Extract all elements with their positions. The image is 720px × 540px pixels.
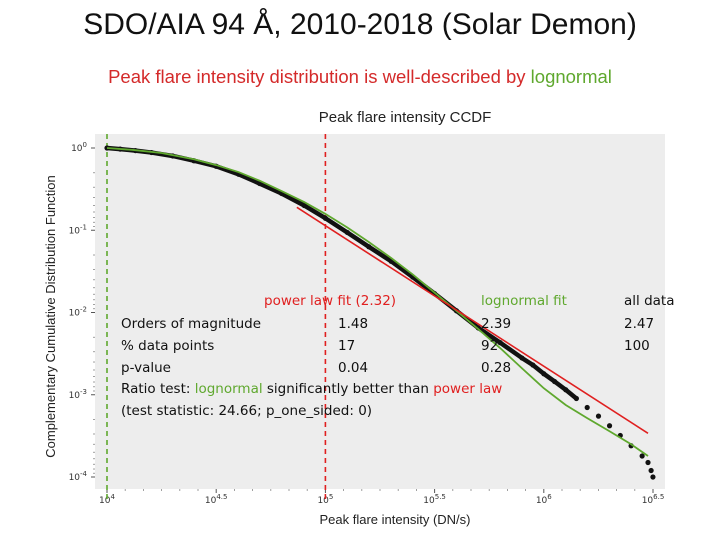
x-tick-label-1: 104.5	[205, 493, 228, 506]
x-axis-label: Peak flare intensity (DN/s)	[320, 512, 471, 527]
powerlaw-fit-line	[296, 206, 649, 434]
all-data-header: all data	[624, 293, 675, 309]
lognormal-fit-line	[106, 147, 649, 457]
y-axis-label: Complementary Cumulative Distribution Fu…	[43, 175, 58, 458]
slide-title: SDO/AIA 94 Å, 2010-2018 (Solar Demon)	[83, 8, 637, 41]
data-point	[648, 467, 654, 474]
chart-title: Peak flare intensity CCDF	[319, 109, 492, 126]
row-pvalue-lognormal: 0.28	[481, 360, 512, 376]
row-orders-lognormal: 2.39	[481, 316, 512, 332]
row-orders-powerlaw: 1.48	[338, 316, 369, 332]
y-tick-label-0: 100	[71, 141, 87, 154]
test-statistic: (test statistic: 24.66; p_one_sided: 0)	[121, 403, 373, 419]
ratio-lognormal: lognormal	[194, 381, 263, 397]
subtitle-highlight: lognormal	[530, 66, 612, 87]
row-orders-all: 2.47	[624, 316, 655, 332]
data-point	[606, 423, 613, 429]
ratio-test: Ratio test: lognormal significantly bett…	[121, 381, 503, 397]
plot-panel	[95, 134, 665, 489]
data-point	[584, 404, 590, 411]
y-tick-label-2: 10-2	[69, 306, 87, 319]
row-label-orders: Orders of magnitude	[121, 316, 262, 332]
powerlaw-header: power law fit (2.32)	[264, 293, 397, 309]
data-point	[645, 459, 651, 466]
x-tick-label-0: 104	[99, 493, 115, 506]
x-tick-label-4: 106	[536, 493, 552, 506]
row-percent-powerlaw: 17	[338, 338, 356, 354]
y-tick-label-3: 10-3	[69, 388, 87, 401]
y-tick-label-1: 10-1	[69, 223, 87, 236]
subtitle-text: Peak flare intensity distribution is wel…	[108, 66, 531, 87]
ccdf-chart: Peak flare intensity CCDF Peak flare inte…	[43, 109, 665, 527]
data-point	[639, 453, 645, 459]
x-tick-label-2: 105	[317, 493, 333, 506]
lognormal-header: lognormal fit	[481, 293, 567, 309]
ratio-prefix: Ratio test:	[121, 381, 195, 397]
row-label-pvalue: p-value	[121, 360, 171, 376]
data-point	[595, 413, 602, 419]
data-band	[106, 145, 578, 401]
x-tick-label-3: 105.5	[423, 493, 446, 506]
ratio-powerlaw: power law	[433, 381, 503, 397]
row-pvalue-powerlaw: 0.04	[338, 360, 369, 376]
row-label-percent: % data points	[121, 338, 215, 354]
row-percent-lognormal: 92	[481, 338, 499, 354]
x-tick-label-5: 106.5	[642, 493, 665, 506]
slide-subtitle: Peak flare intensity distribution is wel…	[0, 66, 720, 88]
data-point	[650, 474, 656, 480]
y-tick-label-4: 10-4	[69, 470, 88, 483]
row-percent-all: 100	[624, 338, 650, 354]
ratio-middle: significantly better than	[262, 381, 434, 397]
